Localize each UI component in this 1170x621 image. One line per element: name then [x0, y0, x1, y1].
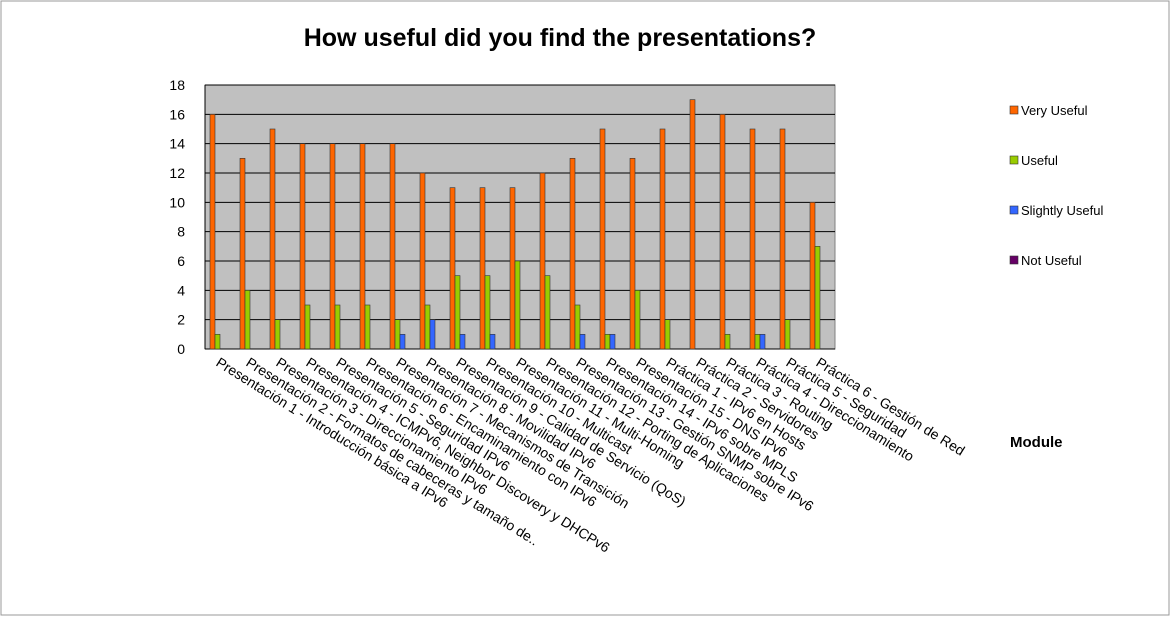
bar	[329, 143, 336, 350]
bar	[304, 304, 311, 350]
y-tick-label: 16	[169, 106, 185, 122]
bar	[604, 334, 611, 350]
x-axis-label: Module	[1010, 434, 1063, 451]
legend-swatch	[1009, 255, 1019, 265]
bar	[299, 143, 306, 350]
bar	[399, 334, 406, 350]
bar	[514, 260, 521, 350]
bar	[394, 319, 401, 350]
bar	[334, 304, 341, 350]
bar	[269, 128, 276, 350]
bar	[359, 143, 366, 350]
bar	[809, 202, 816, 350]
y-tick-label: 8	[177, 224, 185, 240]
bar	[244, 290, 251, 350]
y-tick-label: 12	[169, 165, 185, 181]
bar	[754, 334, 761, 350]
bar	[214, 334, 221, 350]
y-tick-label: 0	[177, 341, 185, 357]
bar	[779, 128, 786, 350]
legend-label: Very Useful	[1021, 103, 1088, 118]
bar	[209, 114, 216, 350]
bar	[454, 275, 461, 350]
bar	[689, 99, 696, 350]
bar	[719, 114, 726, 350]
bar	[814, 246, 821, 350]
bar	[274, 319, 281, 350]
bar	[664, 319, 671, 350]
bar	[579, 334, 586, 350]
chart-title: How useful did you find the presentation…	[304, 24, 817, 52]
y-tick-label: 6	[177, 253, 185, 269]
legend-swatch	[1009, 105, 1019, 115]
y-tick-label: 10	[169, 194, 185, 210]
bar	[489, 334, 496, 350]
bar	[389, 143, 396, 350]
bar	[544, 275, 551, 350]
bar	[629, 158, 636, 350]
y-tick-label: 4	[177, 282, 185, 298]
legend-label: Slightly Useful	[1021, 203, 1103, 218]
legend-swatch	[1009, 205, 1019, 215]
bar	[634, 290, 641, 350]
legend-label: Not Useful	[1021, 253, 1082, 268]
y-tick-label: 18	[169, 77, 185, 93]
bar	[449, 187, 456, 350]
bar	[659, 128, 666, 350]
bar	[609, 334, 616, 350]
bar	[759, 334, 766, 350]
bar	[484, 275, 491, 350]
bar	[749, 128, 756, 350]
bar	[429, 319, 436, 350]
y-tick-label: 2	[177, 312, 185, 328]
bar	[539, 172, 546, 350]
bar	[364, 304, 371, 350]
bar	[509, 187, 516, 350]
y-tick-label: 14	[169, 136, 185, 152]
bar	[459, 334, 466, 350]
bar	[724, 334, 731, 350]
legend-label: Useful	[1021, 153, 1058, 168]
bar	[574, 304, 581, 350]
bar	[569, 158, 576, 350]
bar	[419, 172, 426, 350]
bar	[599, 128, 606, 350]
bar	[479, 187, 486, 350]
legend-swatch	[1009, 155, 1019, 165]
bar	[424, 304, 431, 350]
bar	[239, 158, 246, 350]
bar	[784, 319, 791, 350]
